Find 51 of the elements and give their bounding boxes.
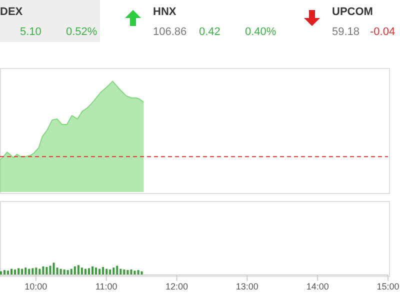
- text: 0.42: [199, 26, 220, 38]
- bar: [21, 268, 24, 275]
- bar: [102, 266, 104, 275]
- bar: [126, 270, 129, 275]
- bar: [35, 268, 38, 275]
- bar: [52, 262, 55, 275]
- bar: [38, 268, 41, 275]
- bar: [32, 268, 34, 275]
- bar: [49, 266, 52, 275]
- bar: [98, 268, 101, 275]
- x-tick-label: 10:00: [24, 281, 48, 292]
- text: 0.40%: [245, 26, 276, 38]
- bar: [42, 266, 44, 275]
- text: UPCOM: [332, 6, 373, 18]
- x-tick-label: 11:00: [95, 281, 118, 292]
- bar: [74, 266, 76, 275]
- bar: [91, 266, 94, 275]
- bar: [116, 266, 118, 275]
- bar: [120, 268, 122, 275]
- bar: [130, 269, 132, 275]
- x-tick-label: 14:00: [306, 281, 329, 292]
- bar: [80, 268, 83, 275]
- bar: [109, 269, 112, 275]
- text: 5.10: [20, 26, 42, 38]
- bar: [112, 268, 115, 275]
- bar: [84, 268, 86, 275]
- text: HNX: [153, 6, 176, 18]
- text: 0.52%: [66, 26, 98, 38]
- bar: [18, 268, 20, 275]
- bar: [60, 268, 62, 275]
- bar: [10, 268, 13, 275]
- bar: [134, 270, 136, 275]
- bar: [123, 269, 126, 275]
- bar: [137, 270, 140, 275]
- bar: [88, 268, 90, 275]
- bar: [70, 268, 72, 275]
- bar: [66, 270, 69, 275]
- bar: [24, 268, 27, 275]
- text: 106.86: [153, 26, 187, 38]
- bar: [106, 268, 108, 275]
- bar: [28, 268, 30, 275]
- x-tick-label: 15:00: [376, 281, 400, 292]
- bar: [46, 266, 48, 275]
- text: DEX: [0, 6, 23, 18]
- text: 59.18: [332, 26, 360, 38]
- bar: [77, 265, 80, 275]
- bar: [95, 268, 98, 275]
- bar: [3, 270, 6, 275]
- text: -0.04: [370, 26, 396, 38]
- x-tick-label: 12:00: [165, 281, 188, 292]
- x-tick-label: 13:00: [236, 281, 258, 292]
